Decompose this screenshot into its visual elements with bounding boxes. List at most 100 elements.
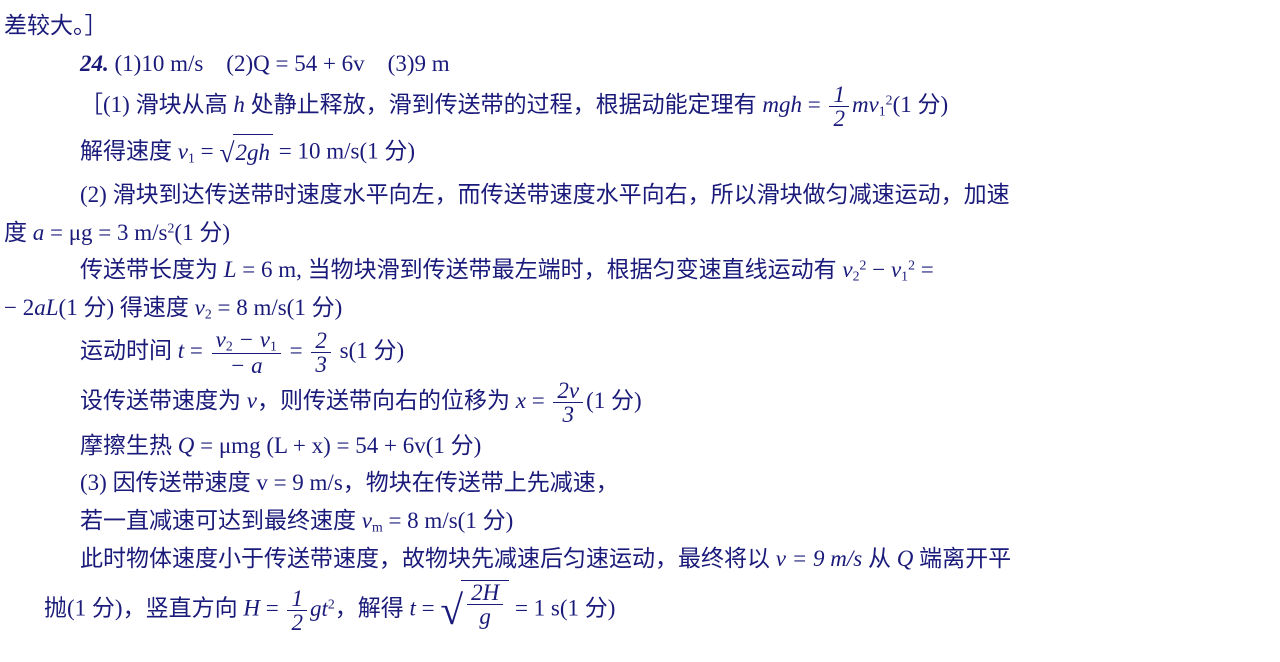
- text: 处静止释放，滑到传送带的过程，根据动能定理有: [245, 92, 763, 117]
- H: H: [243, 596, 260, 621]
- solution-line-7: 运动时间 t = v2 − v1− a = 23 s(1 分): [4, 328, 1262, 377]
- num: 2v: [553, 379, 583, 402]
- eq: =: [260, 596, 284, 621]
- points: (1 分): [586, 388, 642, 413]
- v: v: [178, 139, 188, 164]
- text: 传送带长度为: [80, 257, 224, 282]
- value: = 8 m/s(1 分): [383, 508, 514, 533]
- solution-line-6: − 2aL(1 分) 得速度 v2 = 8 m/s(1 分): [4, 290, 1262, 326]
- v1: v: [260, 327, 270, 352]
- eq: =: [802, 92, 826, 117]
- v2: v: [216, 327, 226, 352]
- solution-line-4: 度 a = μg = 3 m/s2(1 分): [4, 215, 1262, 251]
- fraction-half-2: 12: [287, 587, 307, 634]
- eq: =: [416, 596, 440, 621]
- text: = 6 m, 当物块滑到传送带最左端时，根据匀变速直线运动有: [237, 257, 843, 282]
- solution-line-3: (2) 滑块到达传送带时速度水平向左，而传送带速度水平向右，所以滑块做匀减速运动…: [4, 177, 1262, 213]
- a: a: [33, 220, 45, 245]
- v: v: [247, 388, 257, 413]
- fraction-2-3: 23: [311, 329, 331, 376]
- eq: = μg = 3 m/s: [44, 220, 167, 245]
- solution-line-12: 此时物体速度小于传送带速度，故物块先减速后匀速运动，最终将以 v = 9 m/s…: [4, 541, 1262, 577]
- solution-line-13: 抛(1 分)，竖直方向 H = 12gt2，解得 t = √2Hg = 1 s(…: [4, 578, 1262, 642]
- answers-header: (1)10 m/s (2)Q = 54 + 6v (3)9 m: [115, 51, 450, 76]
- eq: =: [915, 257, 934, 282]
- fraction-half: 12: [829, 83, 849, 130]
- Q: Q: [178, 433, 195, 458]
- sub: m: [372, 520, 383, 535]
- Q-point: Q: [897, 546, 914, 571]
- den: 2: [829, 106, 849, 130]
- fraction-dv-a: v2 − v1− a: [212, 328, 281, 377]
- eq: =: [526, 388, 550, 413]
- gt2: gt2: [310, 596, 335, 621]
- tail: s(1 分): [334, 338, 404, 363]
- sub: 2: [226, 338, 233, 353]
- den: 3: [553, 402, 583, 426]
- den: − a: [212, 353, 281, 377]
- sup: 2: [886, 92, 893, 107]
- neg2: − 2: [4, 295, 34, 320]
- sqrt-2H-g: √2Hg: [440, 578, 509, 642]
- problem-number: 24.: [80, 51, 109, 76]
- sub: 2: [853, 269, 860, 284]
- v: v: [195, 295, 205, 320]
- text: ，解得: [335, 596, 410, 621]
- eq: =: [195, 139, 219, 164]
- text: 摩擦生热: [80, 433, 178, 458]
- sup: 2: [328, 596, 335, 611]
- text: ［(1) 滑块从高: [80, 92, 233, 117]
- math-mgh: mgh: [762, 92, 802, 117]
- text: 端离开平: [913, 546, 1011, 571]
- mv: mv: [852, 92, 879, 117]
- text: 运动时间: [80, 338, 178, 363]
- sup: 2: [908, 258, 915, 273]
- eq: = μmg (L + x) = 54 + 6v(1 分): [194, 433, 481, 458]
- solution-line-11: 若一直减速可达到最终速度 vm = 8 m/s(1 分): [4, 503, 1262, 539]
- sqrt-2gh: √2gh: [219, 132, 273, 175]
- v: v: [842, 257, 852, 282]
- text: 抛(1 分)，竖直方向: [44, 596, 243, 621]
- points: (1 分): [893, 92, 949, 117]
- solution-line-8: 设传送带速度为 v，则传送带向右的位移为 x = 2v3(1 分): [4, 379, 1262, 426]
- fraction-2H-g: 2Hg: [467, 581, 503, 628]
- text: 若一直减速可达到最终速度: [80, 508, 362, 533]
- sub: 1: [188, 150, 195, 165]
- minus: −: [866, 257, 890, 282]
- text: 从: [862, 546, 897, 571]
- sub: 1: [879, 104, 886, 119]
- answers-line: 24. (1)10 m/s (2)Q = 54 + 6v (3)9 m: [4, 46, 1262, 82]
- text: 度: [4, 220, 33, 245]
- num: 1: [287, 587, 307, 610]
- den: g: [467, 604, 503, 628]
- value: = 1 s(1 分): [509, 596, 615, 621]
- num: 2: [311, 329, 331, 352]
- value: = 10 m/s(1 分): [273, 139, 415, 164]
- sub: 1: [270, 338, 277, 353]
- solution-line-5: 传送带长度为 L = 6 m, 当物块滑到传送带最左端时，根据匀变速直线运动有 …: [4, 252, 1262, 288]
- mv1-sq: mv12: [852, 92, 893, 117]
- value: = 8 m/s(1 分): [212, 295, 343, 320]
- den: 2: [287, 610, 307, 634]
- x: x: [516, 388, 526, 413]
- solution-line-2: 解得速度 v1 = √2gh = 10 m/s(1 分): [4, 132, 1262, 175]
- text: 解得速度: [80, 139, 178, 164]
- text: ，则传送带向右的位移为: [257, 388, 516, 413]
- gt: gt: [310, 596, 328, 621]
- num: 2H: [467, 581, 503, 604]
- v: v: [891, 257, 901, 282]
- v1: v1: [178, 139, 195, 164]
- text: 此时物体速度小于传送带速度，故物块先减速后匀速运动，最终将以: [80, 546, 776, 571]
- solution-line-10: (3) 因传送带速度 v = 9 m/s，物块在传送带上先减速，: [4, 465, 1262, 501]
- aL: aL: [34, 295, 58, 320]
- eq: =: [284, 338, 308, 363]
- math-h: h: [233, 92, 245, 117]
- v2: v2: [195, 295, 212, 320]
- vm: vm: [362, 508, 383, 533]
- solution-line-1: ［(1) 滑块从高 h 处静止释放，滑到传送带的过程，根据动能定理有 mgh =…: [4, 83, 1262, 130]
- v-eq-9: v = 9 m/s: [776, 546, 862, 571]
- den: 3: [311, 352, 331, 376]
- num: 1: [829, 83, 849, 106]
- num: v2 − v1: [212, 328, 281, 353]
- text: 设传送带速度为: [80, 388, 247, 413]
